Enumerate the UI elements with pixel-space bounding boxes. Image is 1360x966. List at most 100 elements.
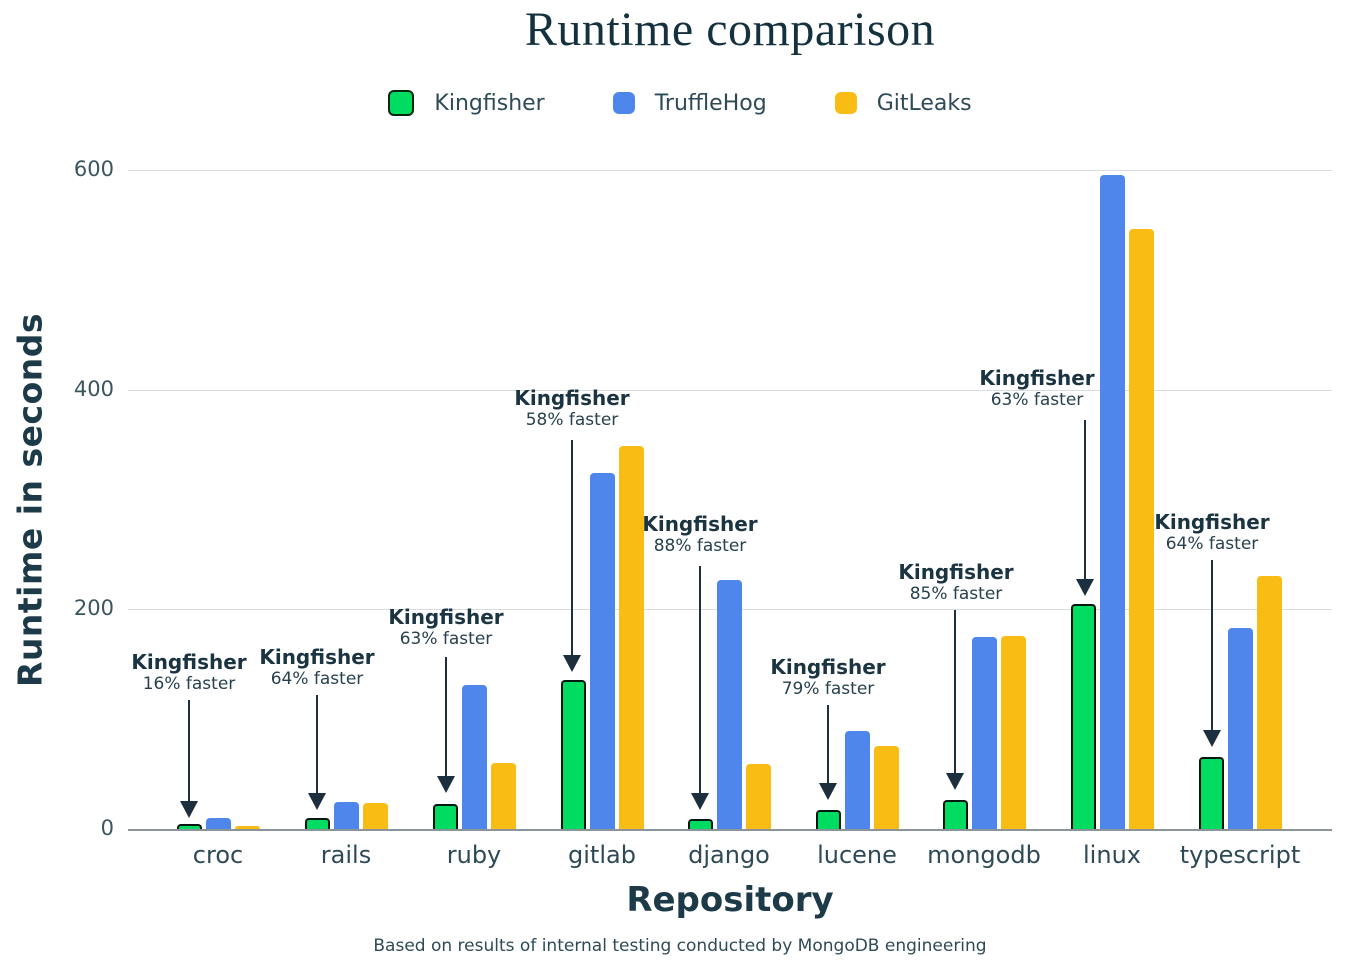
bar-gitleaks-croc <box>234 825 260 829</box>
x-tick-label-gitlab: gitlab <box>568 841 636 869</box>
chart-title: Runtime comparison <box>524 3 936 56</box>
annotation-label: Kingfisher <box>388 605 504 629</box>
annotation-ruby: Kingfisher 63% faster <box>351 605 541 649</box>
gridline-0 <box>128 829 1332 831</box>
bar-gitleaks-rails <box>362 802 388 829</box>
bar-kingfisher-mongodb <box>942 800 968 829</box>
annotation-arrow-head-icon <box>819 783 837 800</box>
legend-item-gitleaks: GitLeaks <box>834 90 972 116</box>
gitleaks-swatch-icon <box>834 92 857 114</box>
annotation-label: Kingfisher <box>131 650 247 674</box>
annotation-label: Kingfisher <box>259 645 375 669</box>
bar-kingfisher-rails <box>304 818 330 829</box>
annotation-sub: 64% faster <box>270 669 364 689</box>
y-tick-label-0: 0 <box>100 816 114 840</box>
bar-gitleaks-typescript <box>1256 576 1282 829</box>
bar-gitleaks-ruby <box>490 763 516 829</box>
x-axis-title: Repository <box>626 880 834 920</box>
bar-kingfisher-django <box>687 819 713 829</box>
annotation-arrow-line <box>316 695 318 793</box>
annotation-arrow-line <box>1084 420 1086 579</box>
gridline-400 <box>128 389 1332 391</box>
legend-label: Kingfisher <box>434 90 545 116</box>
legend-label: TruffleHog <box>654 90 767 116</box>
bar-kingfisher-croc <box>176 823 202 829</box>
bar-gitleaks-gitlab <box>618 445 644 829</box>
bar-trufflehog-linux <box>1099 175 1125 829</box>
annotation-arrow-head-icon <box>437 776 455 793</box>
bar-trufflehog-django <box>716 579 742 829</box>
bar-trufflehog-lucene <box>844 731 870 829</box>
bar-trufflehog-croc <box>205 818 231 829</box>
x-tick-label-lucene: lucene <box>817 841 897 869</box>
annotation-arrow-line <box>827 705 829 783</box>
trufflehog-swatch-icon <box>612 92 635 114</box>
annotation-sub: 85% faster <box>909 584 1003 604</box>
annotation-arrow-line <box>954 610 956 773</box>
x-tick-label-django: django <box>688 841 770 869</box>
x-tick-label-rails: rails <box>320 841 372 869</box>
x-tick-label-croc: croc <box>192 841 244 869</box>
annotation-label: Kingfisher <box>898 560 1014 584</box>
annotation-typescript: Kingfisher 64% faster <box>1117 510 1307 554</box>
bar-trufflehog-rails <box>333 801 359 829</box>
annotation-sub: 64% faster <box>1165 534 1259 554</box>
bar-gitleaks-mongodb <box>1000 635 1026 829</box>
y-tick-label-600: 600 <box>73 157 114 181</box>
annotation-arrow-head-icon <box>691 793 709 810</box>
annotation-arrow-head-icon <box>946 773 964 790</box>
annotation-sub: 63% faster <box>399 629 493 649</box>
kingfisher-swatch-icon <box>388 90 415 116</box>
bar-kingfisher-gitlab <box>560 679 586 829</box>
annotation-arrow-head-icon <box>563 655 581 672</box>
bar-trufflehog-typescript <box>1227 628 1253 829</box>
legend-label: GitLeaks <box>876 90 972 116</box>
annotation-arrow-head-icon <box>308 793 326 810</box>
annotation-django: Kingfisher 88% faster <box>605 512 795 556</box>
annotation-arrow-head-icon <box>1203 730 1221 747</box>
y-tick-label-400: 400 <box>73 376 114 401</box>
legend-item-trufflehog: TruffleHog <box>612 90 767 116</box>
annotation-mongodb: Kingfisher 85% faster <box>861 560 1051 604</box>
annotation-arrow-line <box>445 657 447 776</box>
x-tick-label-typescript: typescript <box>1179 841 1301 869</box>
annotation-label: Kingfisher <box>642 512 758 536</box>
bar-trufflehog-gitlab <box>589 473 615 829</box>
bar-trufflehog-ruby <box>461 685 487 829</box>
annotation-arrow-line <box>699 566 701 793</box>
annotation-sub: 16% faster <box>142 674 236 694</box>
bar-gitleaks-linux <box>1128 229 1154 829</box>
annotation-arrow-line <box>188 700 190 801</box>
annotation-croc: Kingfisher 16% faster <box>94 650 284 694</box>
annotation-label: Kingfisher <box>1154 510 1270 534</box>
annotation-lucene: Kingfisher 79% faster <box>733 655 923 699</box>
bar-kingfisher-linux <box>1070 603 1096 829</box>
annotation-arrow-head-icon <box>180 801 198 818</box>
y-axis-title: Runtime in seconds <box>10 312 50 688</box>
annotation-label: Kingfisher <box>979 366 1095 390</box>
bar-gitleaks-lucene <box>873 745 899 829</box>
bar-kingfisher-typescript <box>1198 756 1224 829</box>
annotation-gitlab: Kingfisher 58% faster <box>477 386 667 430</box>
bar-kingfisher-ruby <box>432 803 458 829</box>
x-tick-label-linux: linux <box>1083 841 1141 869</box>
annotation-label: Kingfisher <box>514 386 630 410</box>
legend: Kingfisher TruffleHog GitLeaks <box>0 90 1360 116</box>
annotation-sub: 79% faster <box>781 679 875 699</box>
annotation-linux: Kingfisher 63% faster <box>942 366 1132 410</box>
gridline-600 <box>128 170 1332 171</box>
x-tick-label-ruby: ruby <box>446 841 502 869</box>
annotation-sub: 88% faster <box>653 536 747 556</box>
annotation-arrow-head-icon <box>1076 579 1094 596</box>
x-tick-label-mongodb: mongodb <box>927 841 1041 869</box>
footnote: Based on results of internal testing con… <box>373 936 987 956</box>
legend-item-kingfisher: Kingfisher <box>388 90 545 116</box>
bar-gitleaks-django <box>745 764 771 829</box>
annotation-sub: 63% faster <box>990 390 1084 410</box>
annotation-sub: 58% faster <box>525 410 619 430</box>
y-tick-label-200: 200 <box>73 596 114 621</box>
annotation-rails: Kingfisher 64% faster <box>222 645 412 689</box>
bar-trufflehog-mongodb <box>971 636 997 829</box>
annotation-label: Kingfisher <box>770 655 886 679</box>
